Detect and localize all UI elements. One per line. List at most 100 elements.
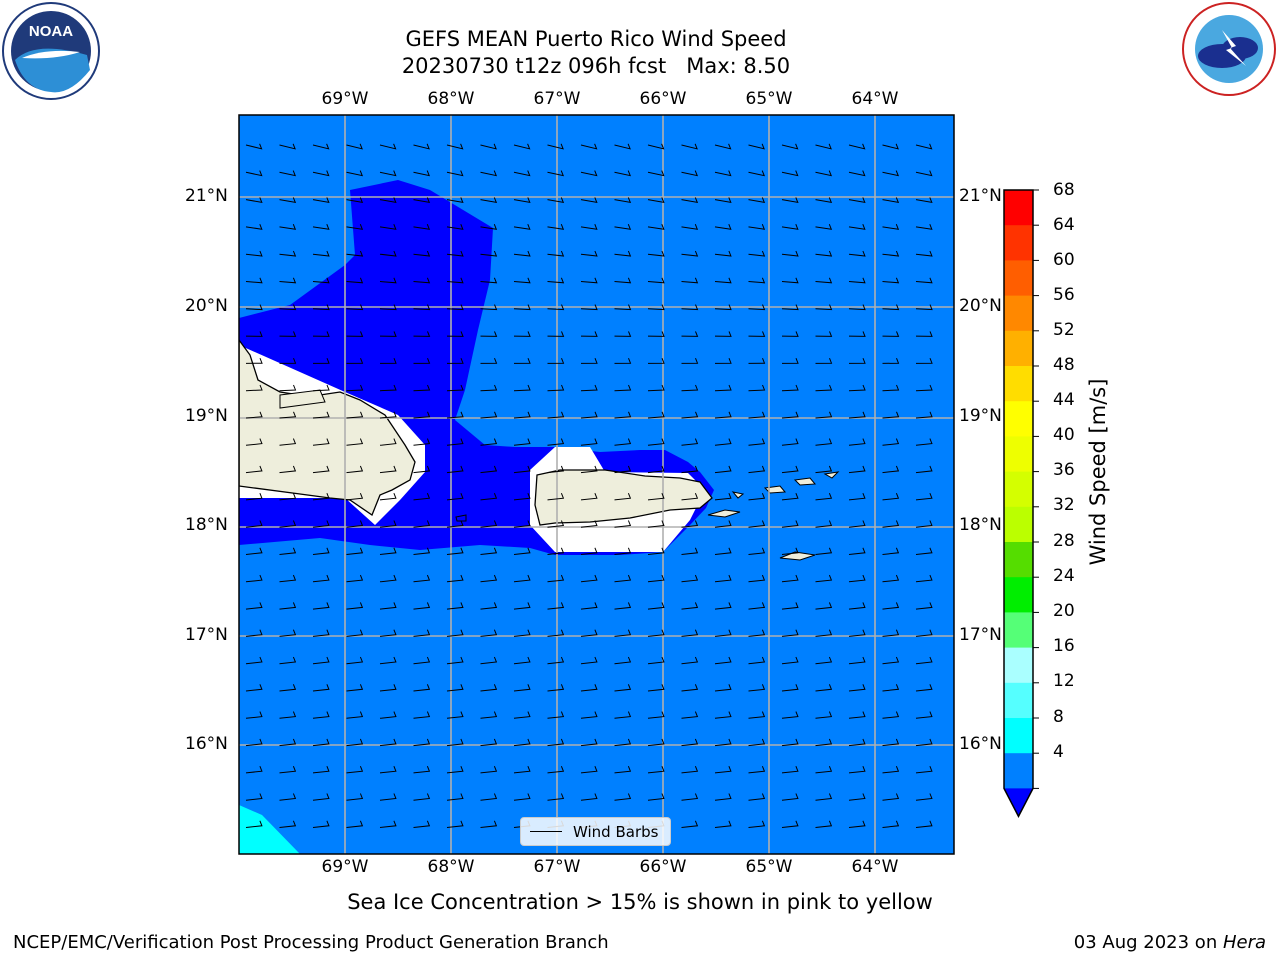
wind-barb — [312, 820, 330, 828]
wind-barb — [446, 602, 464, 610]
wind-barb — [580, 574, 598, 583]
wind-barb — [547, 465, 565, 474]
wind-barb — [513, 493, 531, 501]
wind-barb — [815, 170, 833, 177]
wind-barb — [647, 493, 665, 501]
colorbar-segment — [1004, 612, 1033, 649]
wind-barb — [379, 820, 397, 828]
wind-barb — [848, 820, 866, 828]
wind-barb — [580, 656, 598, 665]
wind-barb — [279, 438, 297, 446]
wind-barb — [647, 793, 665, 801]
wind-barb — [647, 738, 665, 747]
wind-barb — [614, 250, 632, 257]
wind-barb — [245, 304, 263, 311]
wind-barb — [413, 411, 431, 419]
wind-barb — [279, 250, 297, 257]
wind-barb — [547, 277, 565, 284]
legend-label: Wind Barbs — [573, 823, 659, 841]
wind-barb — [279, 711, 297, 719]
wind-barb — [915, 820, 933, 828]
wind-barb — [480, 574, 498, 583]
plot-title-line1: GEFS MEAN Puerto Rico Wind Speed — [405, 27, 787, 51]
wind-barb — [781, 143, 799, 150]
colorbar-segment — [1004, 295, 1033, 332]
colorbar-tick-44: 44 — [1053, 390, 1075, 410]
lon-label-top-67w: 67°W — [533, 89, 581, 109]
wind-barb — [480, 766, 498, 774]
wind-barb — [312, 304, 330, 311]
wind-barb — [245, 170, 263, 177]
wind-barb — [647, 277, 665, 284]
wind-barb — [312, 684, 330, 692]
wind-barb — [346, 465, 364, 474]
wind-barb — [781, 574, 799, 583]
colorbar-tick-20: 20 — [1053, 601, 1075, 621]
wind-barb — [781, 684, 799, 692]
wind-barb — [915, 358, 933, 364]
lat-label-right-18n: 18°N — [959, 515, 1002, 535]
wind-barb — [346, 493, 364, 501]
wind-barb — [513, 465, 531, 474]
wind-barb — [312, 250, 330, 257]
map-area — [238, 114, 955, 855]
wind-barb — [480, 438, 498, 446]
wind-barb — [614, 331, 632, 337]
wind-barb — [346, 250, 364, 257]
wind-barb — [681, 304, 699, 311]
wind-barb — [614, 738, 632, 747]
wind-barb — [815, 629, 833, 637]
wind-barb — [848, 170, 866, 177]
lon-label-bottom-66w: 66°W — [639, 857, 687, 877]
hispaniola-land — [239, 338, 416, 516]
colorbar-tick-60: 60 — [1053, 250, 1075, 270]
wind-barb — [647, 656, 665, 665]
wind-barb — [413, 250, 431, 257]
colorbar-segment — [1004, 190, 1033, 226]
wind-barb — [413, 520, 431, 528]
wind-barb — [446, 170, 464, 177]
wind-barb — [580, 438, 598, 446]
wind-barb — [547, 143, 564, 150]
wind-barb — [714, 602, 732, 610]
wind-barb — [748, 224, 766, 230]
wind-barb — [915, 331, 933, 337]
wind-barb — [413, 358, 431, 364]
vieques-land — [707, 509, 741, 518]
wind-barb — [647, 358, 665, 364]
wind-barb — [614, 547, 632, 555]
wind-barb — [781, 602, 799, 610]
colorbar-tick-40: 40 — [1053, 425, 1075, 445]
wind-barb — [346, 331, 364, 337]
wind-barb — [848, 602, 866, 610]
wind-barb — [580, 250, 598, 257]
wind-barb — [748, 304, 766, 311]
wind-barb — [681, 277, 699, 284]
wind-barb — [848, 766, 866, 774]
wind-barb — [547, 547, 565, 555]
wind-barb — [848, 465, 866, 474]
wind-barb — [815, 197, 833, 204]
wind-barb — [547, 520, 565, 528]
wind-barb — [312, 738, 330, 747]
wind-barb — [681, 384, 699, 392]
wind-barb — [446, 547, 464, 555]
lat-label-right-16n: 16°N — [959, 734, 1002, 754]
wind-barb — [848, 656, 866, 665]
wind-barb — [681, 629, 699, 637]
wind-barb — [882, 738, 900, 747]
wind-barb — [748, 602, 766, 610]
wind-barb — [714, 358, 732, 364]
wind-barb — [915, 411, 933, 419]
wind-barb — [681, 738, 699, 747]
wind-barb — [580, 358, 598, 364]
wind-barb — [279, 331, 297, 337]
wind-barb — [379, 143, 397, 150]
wind-barb — [379, 170, 397, 177]
wind-barb — [580, 224, 598, 230]
wind-barb — [346, 411, 364, 419]
wind-barb — [882, 493, 900, 501]
wind-barb — [480, 411, 498, 419]
wind-barb — [681, 170, 699, 177]
